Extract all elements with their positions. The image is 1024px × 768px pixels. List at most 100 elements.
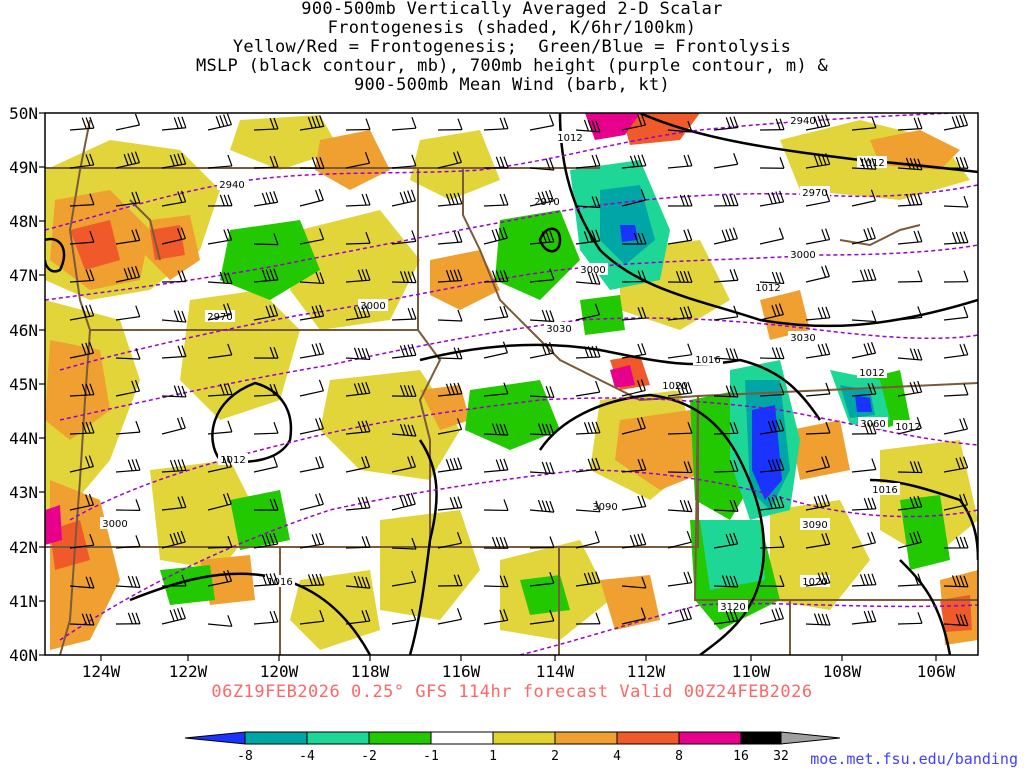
wind-barb	[759, 575, 785, 587]
wind-barb	[713, 305, 739, 321]
svg-text:1012: 1012	[859, 158, 884, 169]
svg-text:1016: 1016	[267, 577, 292, 588]
colorbar-swatch	[616, 731, 680, 745]
height-label: 2970	[532, 195, 562, 208]
wind-barb	[115, 379, 141, 397]
lat-label: 41N	[9, 592, 38, 611]
height-label: 2940	[788, 114, 818, 127]
wind-barb	[529, 309, 555, 323]
wind-barb	[483, 609, 509, 625]
wind-barb	[943, 195, 969, 208]
wind-barb	[437, 382, 463, 397]
wind-barb	[713, 459, 739, 473]
wind-barb	[207, 343, 233, 359]
colorbar-swatch	[244, 731, 308, 745]
wind-barb	[667, 421, 693, 435]
wind-barb	[391, 455, 417, 473]
wind-barb	[529, 230, 555, 245]
wind-barb	[897, 157, 923, 171]
wind-barb	[575, 571, 601, 587]
lat-label: 49N	[9, 158, 38, 177]
wind-barb	[437, 309, 463, 322]
wind-barb	[621, 113, 647, 131]
wind-barb	[391, 608, 417, 625]
latitude-labels: 50N 49N 48N 47N 46N 45N 44N 43N 42N 41N …	[9, 104, 38, 665]
wind-barb	[943, 493, 968, 511]
wind-barb	[253, 191, 279, 207]
wind-barb	[897, 416, 922, 435]
wind-barb	[805, 571, 831, 587]
wind-barb	[713, 422, 739, 435]
colorbar-swatch	[368, 731, 432, 745]
wind-barb	[667, 270, 693, 283]
wind-barb	[345, 193, 371, 207]
wind-barb	[161, 416, 186, 435]
wind-barb	[897, 531, 922, 549]
wind-barb	[161, 530, 186, 549]
wind-barb	[575, 303, 600, 321]
wind-barb	[69, 383, 95, 397]
lat-label: 45N	[9, 375, 38, 394]
mslp-label: 1016	[265, 575, 295, 588]
colorbar-swatch	[492, 731, 556, 745]
wind-barb	[851, 497, 877, 511]
wind-barb	[253, 383, 279, 397]
lon-label: 124W	[82, 662, 121, 681]
wind-barb	[437, 192, 463, 207]
wind-barb	[299, 493, 324, 511]
wind-barb	[621, 270, 647, 283]
wind-barb	[805, 306, 831, 321]
wind-barb	[897, 230, 923, 245]
svg-text:2940: 2940	[219, 180, 244, 191]
wind-barb	[483, 536, 509, 549]
wind-barb	[851, 189, 876, 207]
wind-barb	[575, 612, 601, 625]
wind-barb	[805, 382, 831, 397]
wind-barb	[207, 303, 232, 321]
colorbar-swatch	[740, 731, 782, 745]
wind-barb	[713, 575, 739, 588]
source-credit[interactable]: moe.met.fsu.edu/banding	[810, 750, 1018, 768]
wind-barb	[115, 458, 141, 473]
wind-barb	[575, 421, 601, 435]
wind-barb	[253, 233, 279, 246]
colorbar-swatch	[554, 731, 618, 745]
wind-barb	[943, 270, 969, 283]
wind-barb	[759, 607, 784, 625]
wind-barb	[759, 383, 785, 397]
wind-barb	[483, 458, 509, 473]
wind-barb	[299, 379, 324, 397]
wind-barb	[483, 575, 509, 588]
wind-barb	[529, 536, 555, 549]
wind-barb	[529, 423, 555, 436]
title-line: 900-500mb Mean Wind (barb, kt)	[353, 75, 671, 95]
wind-barb	[943, 417, 969, 435]
wind-barb	[805, 153, 831, 169]
wind-barb	[943, 156, 969, 169]
wind-barb	[299, 456, 325, 473]
height-label: 3030	[788, 331, 818, 344]
colorbar-swatch	[430, 731, 494, 745]
wind-barb	[299, 228, 325, 245]
wind-barb	[345, 496, 371, 511]
wind-barb	[69, 613, 95, 626]
mslp-label: 1016	[693, 353, 723, 366]
wind-barb	[161, 574, 187, 587]
lon-label: 114W	[536, 662, 575, 681]
height-label: 3030	[544, 322, 574, 335]
wind-barb	[345, 118, 371, 131]
wind-barb	[69, 576, 95, 589]
wind-barb	[897, 573, 923, 587]
wind-barb	[529, 386, 555, 399]
axis-ticks	[39, 112, 937, 661]
wind-barb	[437, 347, 463, 360]
svg-text:1012: 1012	[557, 133, 582, 144]
wind-barb	[69, 341, 95, 359]
svg-text:3000: 3000	[790, 250, 815, 261]
height-label: 2970	[800, 186, 830, 199]
wind-barb	[391, 423, 417, 437]
wind-barb	[437, 151, 462, 169]
wind-barb	[897, 306, 923, 321]
svg-text:1012: 1012	[220, 455, 245, 466]
wind-barb	[575, 272, 601, 285]
